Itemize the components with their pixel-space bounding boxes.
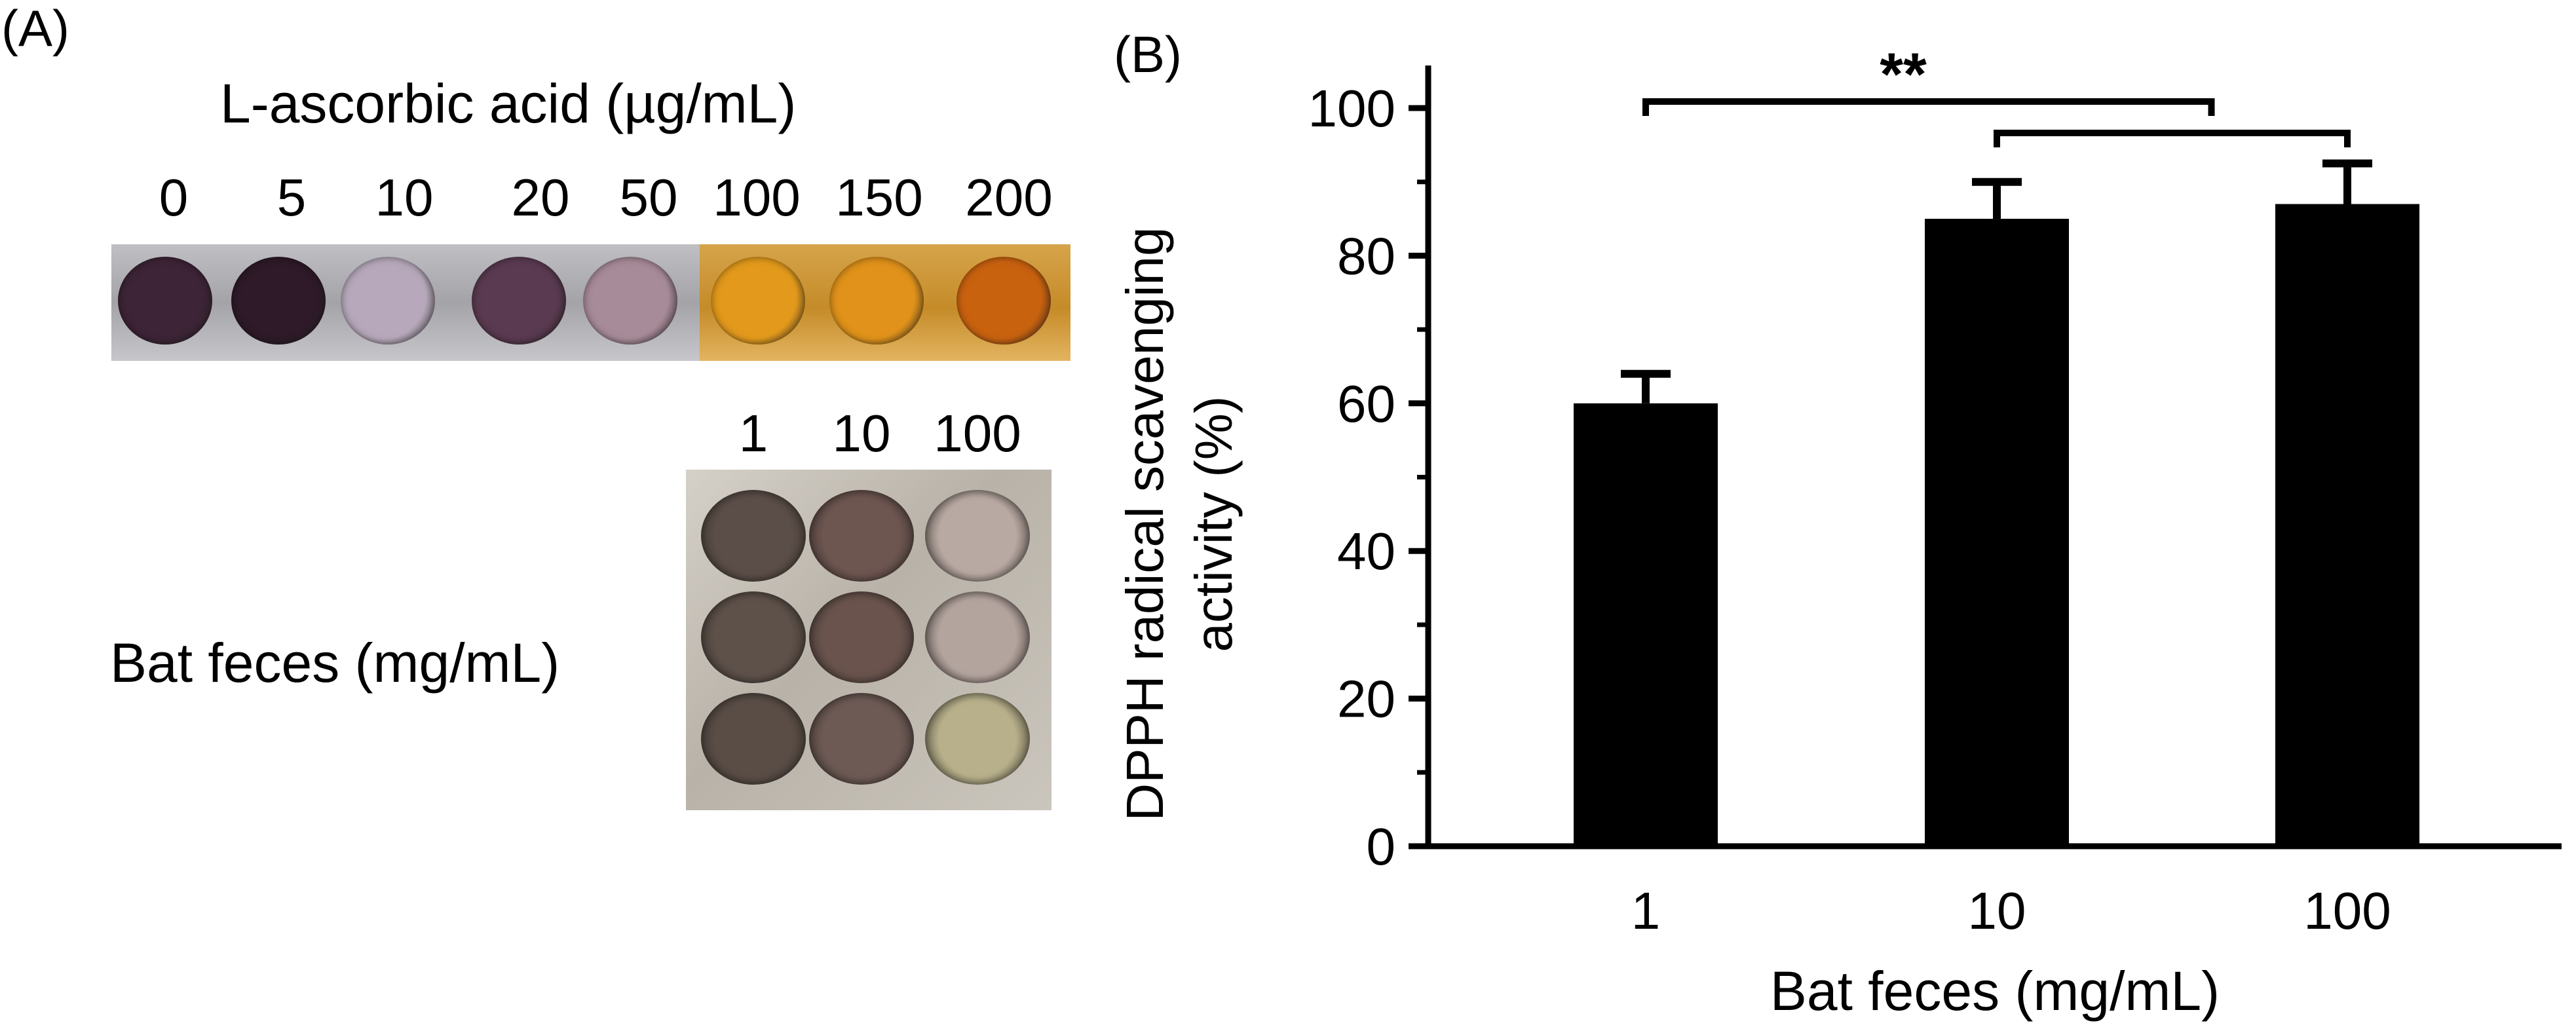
ascorbic-well xyxy=(341,257,435,345)
x-tick-label: 100 xyxy=(2303,882,2391,940)
bat-feces-well xyxy=(925,591,1030,683)
x-tick-label: 1 xyxy=(1631,882,1661,940)
ascorbic-concentration-label: 0 xyxy=(159,168,189,227)
bat-concentration-label: 1 xyxy=(738,404,768,462)
ascorbic-concentration-label: 200 xyxy=(965,168,1053,227)
bat-feces-well xyxy=(809,490,914,582)
bat-feces-well xyxy=(925,490,1030,582)
significance-stars: ** xyxy=(1880,41,1927,108)
significance-bracket-2 xyxy=(1994,130,2351,147)
ascorbic-concentration-label: 10 xyxy=(375,168,434,227)
y-axis-label-line-2: activity (%) xyxy=(1184,396,1243,652)
x-axis-label: Bat feces (mg/mL) xyxy=(1770,960,2220,1022)
bat-feces-well xyxy=(809,693,914,785)
x-tick-label: 10 xyxy=(1968,882,2026,940)
panel-b-label: (B) xyxy=(1114,26,1182,83)
y-tick-label: 40 xyxy=(1337,522,1395,580)
bar-1 xyxy=(1574,403,1718,846)
y-ticks: 0 20 40 60 80 100 xyxy=(1308,79,1428,876)
bat-feces-well xyxy=(809,591,914,683)
ascorbic-concentration-label: 50 xyxy=(619,168,678,227)
ascorbic-well xyxy=(583,257,677,345)
ascorbic-well xyxy=(118,257,212,345)
bar-100 xyxy=(2275,204,2419,846)
bar-10 xyxy=(1925,219,2069,846)
ascorbic-well xyxy=(711,257,805,345)
ascorbic-concentration-label: 5 xyxy=(276,168,307,227)
y-tick-label: 60 xyxy=(1337,375,1395,433)
y-tick-label: 0 xyxy=(1367,817,1396,876)
ascorbic-well xyxy=(957,257,1051,345)
panel-a-label: (A) xyxy=(1,0,69,57)
ascorbic-concentration-label: 100 xyxy=(713,168,801,227)
ascorbic-concentration-label: 20 xyxy=(511,168,570,227)
ascorbic-well xyxy=(231,257,326,345)
bat-concentration-label: 10 xyxy=(832,404,891,462)
y-tick-label: 100 xyxy=(1308,79,1395,138)
bat-feces-label: Bat feces (mg/mL) xyxy=(110,632,560,694)
y-tick-label: 80 xyxy=(1337,227,1395,285)
ascorbic-acid-title: L-ascorbic acid (µg/mL) xyxy=(220,73,797,134)
significance-bracket-1 xyxy=(1642,98,2215,116)
bars xyxy=(1574,159,2419,846)
bat-concentration-label: 100 xyxy=(934,404,1021,462)
bat-feces-well xyxy=(701,591,806,683)
y-axis-label-line-1: DPPH radical scavenging xyxy=(1116,227,1174,821)
bat-feces-well xyxy=(701,693,806,785)
significance-brackets: ** xyxy=(1642,41,2351,147)
x-tick-labels: 1 10 100 xyxy=(1631,882,2391,940)
ascorbic-well xyxy=(472,257,566,345)
y-tick-label: 20 xyxy=(1337,670,1395,728)
ascorbic-concentration-label: 150 xyxy=(835,168,923,227)
ascorbic-well xyxy=(829,257,924,345)
bat-feces-well xyxy=(701,490,806,582)
bat-feces-well xyxy=(925,693,1030,785)
